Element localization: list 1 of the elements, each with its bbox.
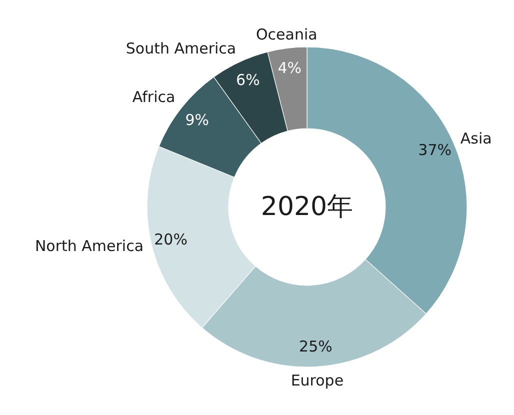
- title: 2020年: [260, 192, 354, 222]
